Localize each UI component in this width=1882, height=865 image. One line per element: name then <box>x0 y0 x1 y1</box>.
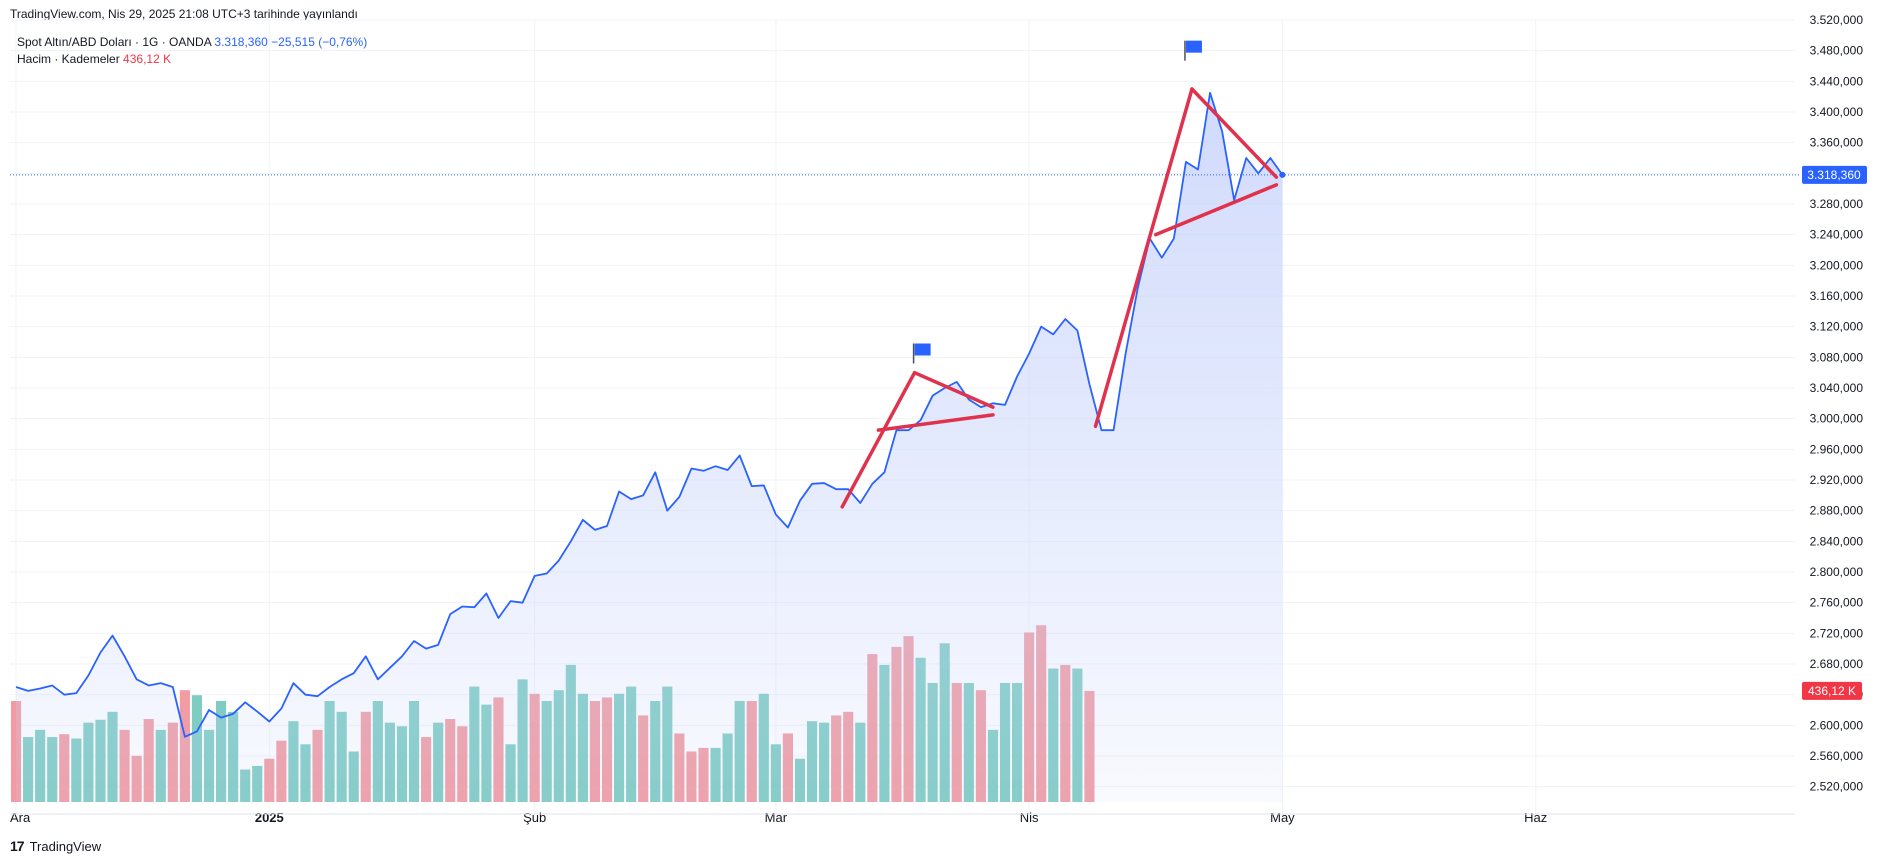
price-line <box>15 91 1284 738</box>
flag-icon <box>1185 40 1202 53</box>
published-caption: TradingView.com, Nis 29, 2025 21:08 UTC+… <box>10 7 358 21</box>
y-tick-label: 2.760,000 <box>1810 596 1864 610</box>
y-tick-label: 2.520,000 <box>1810 780 1864 794</box>
x-tick-label: Mar <box>765 810 788 825</box>
y-tick-label: 2.920,000 <box>1810 473 1864 487</box>
pattern-trendline <box>840 370 917 509</box>
y-tick-label: 3.040,000 <box>1810 381 1864 395</box>
pattern-trendline <box>1093 87 1194 429</box>
y-tick-label: 2.960,000 <box>1810 442 1864 456</box>
pattern-trendline <box>876 413 995 432</box>
change-value: −25,515 (−0,76%) <box>271 35 368 49</box>
instrument-legend[interactable]: Spot Altın/ABD Doları · 1G · OANDA 3.318… <box>17 35 367 49</box>
pattern-trendline <box>912 370 995 409</box>
x-tick-label: Haz <box>1524 810 1547 825</box>
last-value: 3.318,360 <box>214 35 268 49</box>
pattern-trendline <box>1190 87 1279 179</box>
volume-badge-text: 436,12 K <box>1808 684 1856 698</box>
y-tick-label: 3.400,000 <box>1810 105 1864 119</box>
volume-value: 436,12 K <box>123 52 172 66</box>
volume-badge <box>1802 681 1862 700</box>
y-tick-label: 3.360,000 <box>1810 136 1864 150</box>
tradingview-logo-icon: 17 <box>10 838 25 854</box>
y-tick-label: 3.160,000 <box>1810 289 1864 303</box>
y-tick-label: 2.600,000 <box>1810 718 1864 732</box>
pattern-trendline <box>1154 183 1279 237</box>
y-tick-label: 3.520,000 <box>1810 13 1864 27</box>
x-tick-label: Nis <box>1020 810 1039 825</box>
y-tick-label: 2.800,000 <box>1810 565 1864 579</box>
x-tick-label: Ara <box>10 810 31 825</box>
volume-label: Hacim · Kademeler <box>17 52 120 66</box>
price-area <box>16 92 1283 802</box>
y-tick-label: 3.120,000 <box>1810 320 1864 334</box>
y-tick-label: 2.680,000 <box>1810 657 1864 671</box>
volume-legend[interactable]: Hacim · Kademeler 436,12 K <box>17 52 171 66</box>
y-tick-label: 3.200,000 <box>1810 258 1864 272</box>
price-badge-text: 3.318,360 <box>1807 168 1861 182</box>
price-chart[interactable]: 3.520,000 3.480,000 3.440,000 3.400,000 3.36… <box>0 0 1882 832</box>
price-badge <box>1802 165 1867 184</box>
brand-name: TradingView <box>29 838 102 854</box>
x-tick-label: May <box>1270 810 1295 825</box>
y-tick-label: 2.880,000 <box>1810 504 1864 518</box>
instrument-name: Spot Altın/ABD Doları · 1G · OANDA <box>17 35 212 49</box>
y-tick-label: 2.560,000 <box>1810 749 1864 763</box>
x-tick-label: 2025 <box>255 810 284 825</box>
y-tick-label: 2.720,000 <box>1810 626 1864 640</box>
y-tick-label: 3.480,000 <box>1810 44 1864 58</box>
y-tick-label: 2.840,000 <box>1810 534 1864 548</box>
y-tick-label: 3.440,000 <box>1810 74 1864 88</box>
y-tick-label: 3.080,000 <box>1810 350 1864 364</box>
footer: 17 TradingView <box>10 838 101 854</box>
x-tick-label: Şub <box>523 810 546 825</box>
flag-icon <box>914 343 931 356</box>
y-tick-label: 3.000,000 <box>1810 412 1864 426</box>
y-tick-label: 3.240,000 <box>1810 228 1864 242</box>
y-tick-label: 3.280,000 <box>1810 197 1864 211</box>
